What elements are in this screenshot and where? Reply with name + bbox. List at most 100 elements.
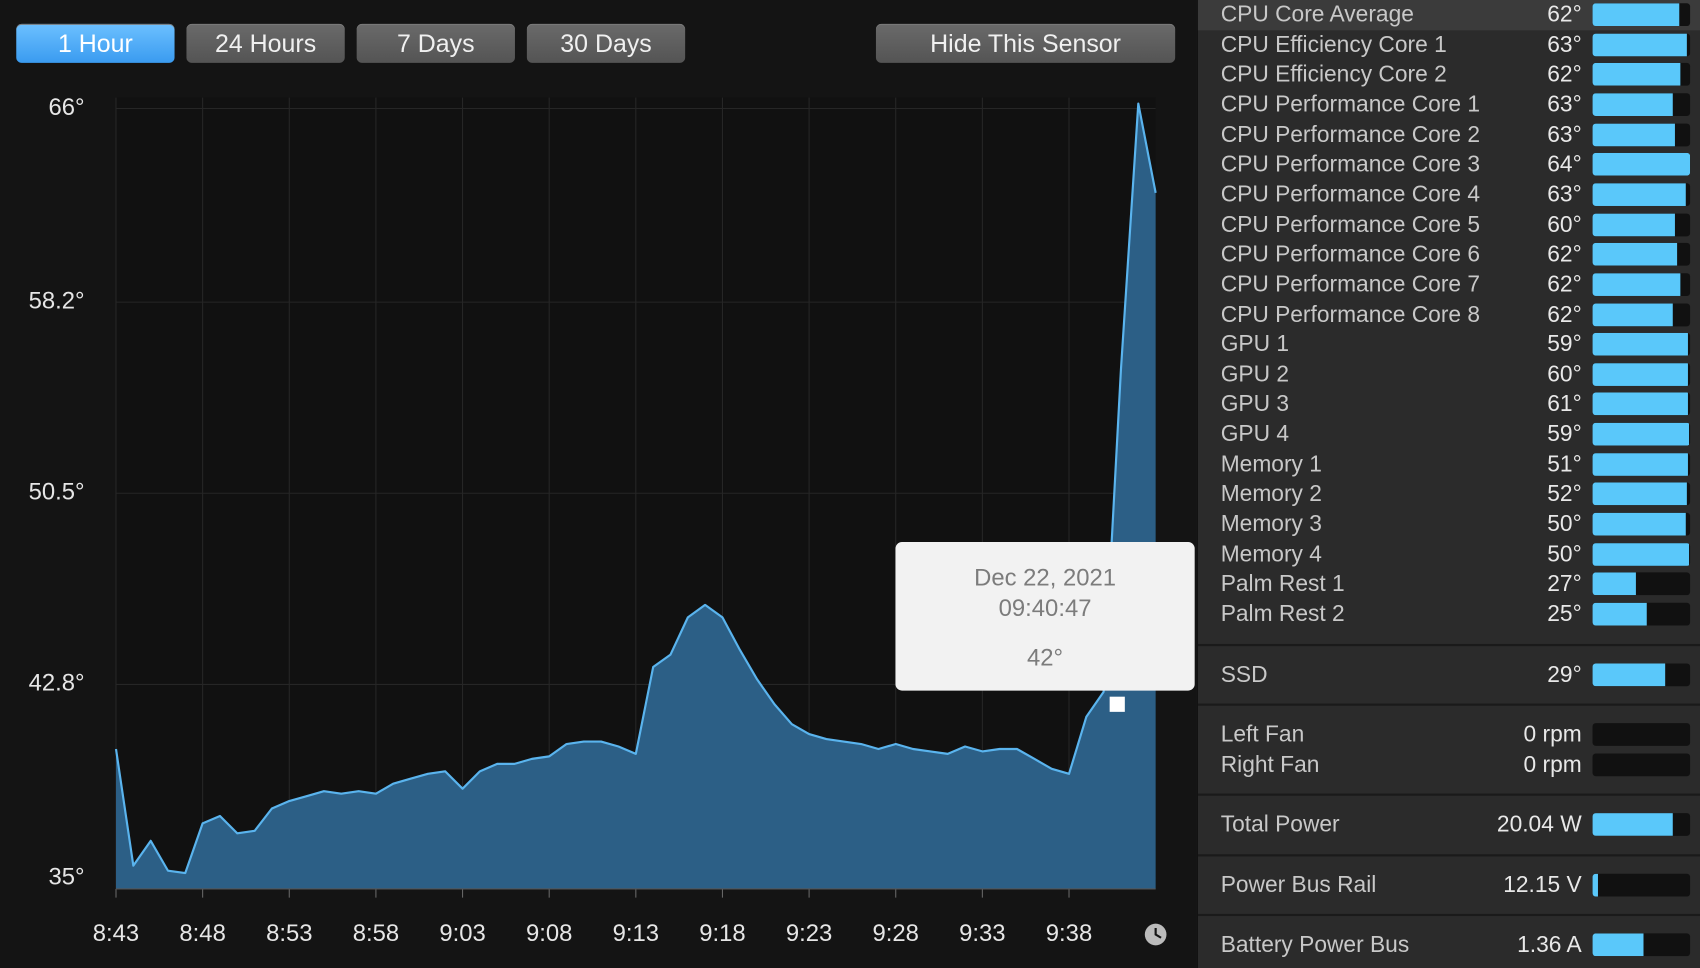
range-button[interactable]: 7 Days — [356, 23, 515, 63]
level-bar — [1592, 33, 1688, 56]
sensor-name: CPU Performance Core 8 — [1220, 301, 1481, 327]
sensor-row: Memory 3 50° — [1198, 510, 1700, 540]
level-bar — [1592, 183, 1687, 206]
level-track — [1592, 723, 1691, 746]
clock-hands — [1154, 927, 1162, 939]
tooltip-date: Dec 22, 2021 — [974, 563, 1117, 591]
level-track — [1592, 153, 1691, 176]
sensor-row: Left Fan 0 rpm — [1198, 720, 1700, 750]
x-tick-label: 8:58 — [353, 920, 399, 947]
sensor-name: GPU 3 — [1220, 391, 1290, 417]
level-bar — [1592, 332, 1689, 356]
sensor-row: CPU Efficiency Core 1 63° — [1198, 30, 1700, 60]
level-bar — [1592, 813, 1673, 836]
level-bar — [1592, 602, 1647, 626]
sensor-name: CPU Performance Core 6 — [1220, 241, 1481, 267]
sensor-value: 64° — [1547, 152, 1582, 177]
x-tick-label: 9:18 — [699, 920, 745, 947]
sensor-value: 1.36 A — [1517, 932, 1582, 958]
level-track — [1592, 213, 1691, 236]
level-track — [1592, 3, 1691, 27]
level-bar — [1592, 542, 1690, 566]
range-button[interactable]: 30 Days — [526, 23, 686, 63]
level-track — [1592, 392, 1691, 416]
sensor-name: CPU Efficiency Core 1 — [1220, 32, 1447, 58]
level-track — [1592, 482, 1691, 506]
range-button[interactable]: 24 Hours — [186, 23, 345, 63]
sensor-name: CPU Performance Core 1 — [1220, 92, 1481, 118]
sensor-name: Total Power — [1220, 811, 1340, 837]
sensor-row: GPU 3 61° — [1198, 390, 1700, 420]
sensor-name: CPU Performance Core 3 — [1220, 152, 1481, 177]
sensor-value: 62° — [1547, 2, 1582, 28]
level-bar — [1592, 153, 1691, 176]
sensor-row: CPU Performance Core 1 63° — [1198, 90, 1700, 120]
sensor-row: Right Fan 0 rpm — [1198, 750, 1700, 780]
level-bar — [1592, 93, 1673, 116]
sensor-name: SSD — [1220, 662, 1268, 688]
sensor-row: CPU Performance Core 7 62° — [1198, 270, 1700, 300]
level-track — [1592, 243, 1691, 266]
level-bar — [1592, 303, 1673, 326]
sensor-row: Memory 1 51° — [1198, 450, 1700, 480]
chart: 35° 42.8° 50.5° 58.2° 66° 8:43 8:48 8:53 8:58 9:0… — [29, 94, 1167, 947]
sensor-value: 25° — [1547, 601, 1582, 627]
level-track — [1592, 123, 1691, 146]
tooltip-value: 42° — [1027, 643, 1064, 672]
sensor-name: Left Fan — [1220, 722, 1305, 747]
sensor-name: CPU Performance Core 2 — [1220, 122, 1481, 147]
sensor-value: 27° — [1547, 571, 1582, 597]
sensor-value: 12.15 V — [1503, 872, 1582, 898]
y-tick-label: 35° — [48, 863, 84, 890]
sensor-value: 50° — [1547, 511, 1582, 537]
sensor-row: GPU 4 59° — [1198, 420, 1700, 450]
level-track — [1592, 542, 1691, 566]
sensor-name: Power Bus Rail — [1220, 872, 1377, 898]
sensor-name: Right Fan — [1220, 752, 1320, 778]
level-bar — [1592, 63, 1681, 86]
tooltip-time: 09:40:47 — [998, 594, 1092, 622]
sensor-value: 62° — [1547, 271, 1582, 297]
sensor-name: Memory 2 — [1220, 481, 1322, 507]
clock-icon — [1144, 923, 1167, 946]
level-bar — [1592, 933, 1644, 957]
range-button[interactable]: 1 Hour — [16, 23, 175, 63]
sensor-name: GPU 1 — [1220, 331, 1290, 357]
sensor-row: Palm Rest 1 27° — [1198, 570, 1700, 600]
level-track — [1592, 452, 1691, 476]
sensor-row: CPU Performance Core 8 62° — [1198, 300, 1700, 330]
sensor-value: 50° — [1547, 541, 1582, 567]
separator — [1197, 643, 1700, 647]
x-tick-label: 8:48 — [179, 920, 225, 947]
level-bar — [1592, 123, 1675, 146]
level-track — [1592, 273, 1691, 296]
sensor-value: 62° — [1547, 62, 1582, 88]
sensor-value: 63° — [1547, 92, 1582, 118]
sensor-value: 62° — [1547, 301, 1582, 327]
level-track — [1592, 813, 1691, 836]
y-tick-label: 42.8° — [29, 670, 85, 697]
x-tick-label: 8:43 — [93, 920, 139, 947]
level-bar — [1592, 362, 1689, 386]
level-bar — [1592, 572, 1636, 596]
hide-sensor-button[interactable]: Hide This Sensor — [875, 23, 1176, 63]
sensor-row: CPU Efficiency Core 2 62° — [1198, 60, 1700, 90]
sensor-value: 59° — [1547, 331, 1582, 357]
sensor-row: CPU Performance Core 5 60° — [1198, 210, 1700, 240]
area — [115, 103, 1156, 889]
level-track — [1592, 512, 1691, 536]
x-tick-label: 9:38 — [1046, 920, 1092, 947]
level-track — [1592, 572, 1691, 596]
separator — [1197, 854, 1700, 857]
x-tick-label: 8:53 — [266, 920, 312, 947]
y-tick-label: 58.2° — [29, 287, 85, 314]
sensor-row: CPU Performance Core 2 63° — [1198, 120, 1700, 150]
sensor-row: CPU Performance Core 4 63° — [1198, 180, 1700, 210]
level-bar — [1592, 482, 1688, 506]
level-track — [1592, 303, 1691, 326]
sensor-row: Battery Power Bus 1.36 A — [1198, 930, 1700, 960]
level-track — [1592, 602, 1691, 626]
level-bar — [1592, 422, 1690, 446]
sensor-value: 62° — [1547, 241, 1582, 267]
